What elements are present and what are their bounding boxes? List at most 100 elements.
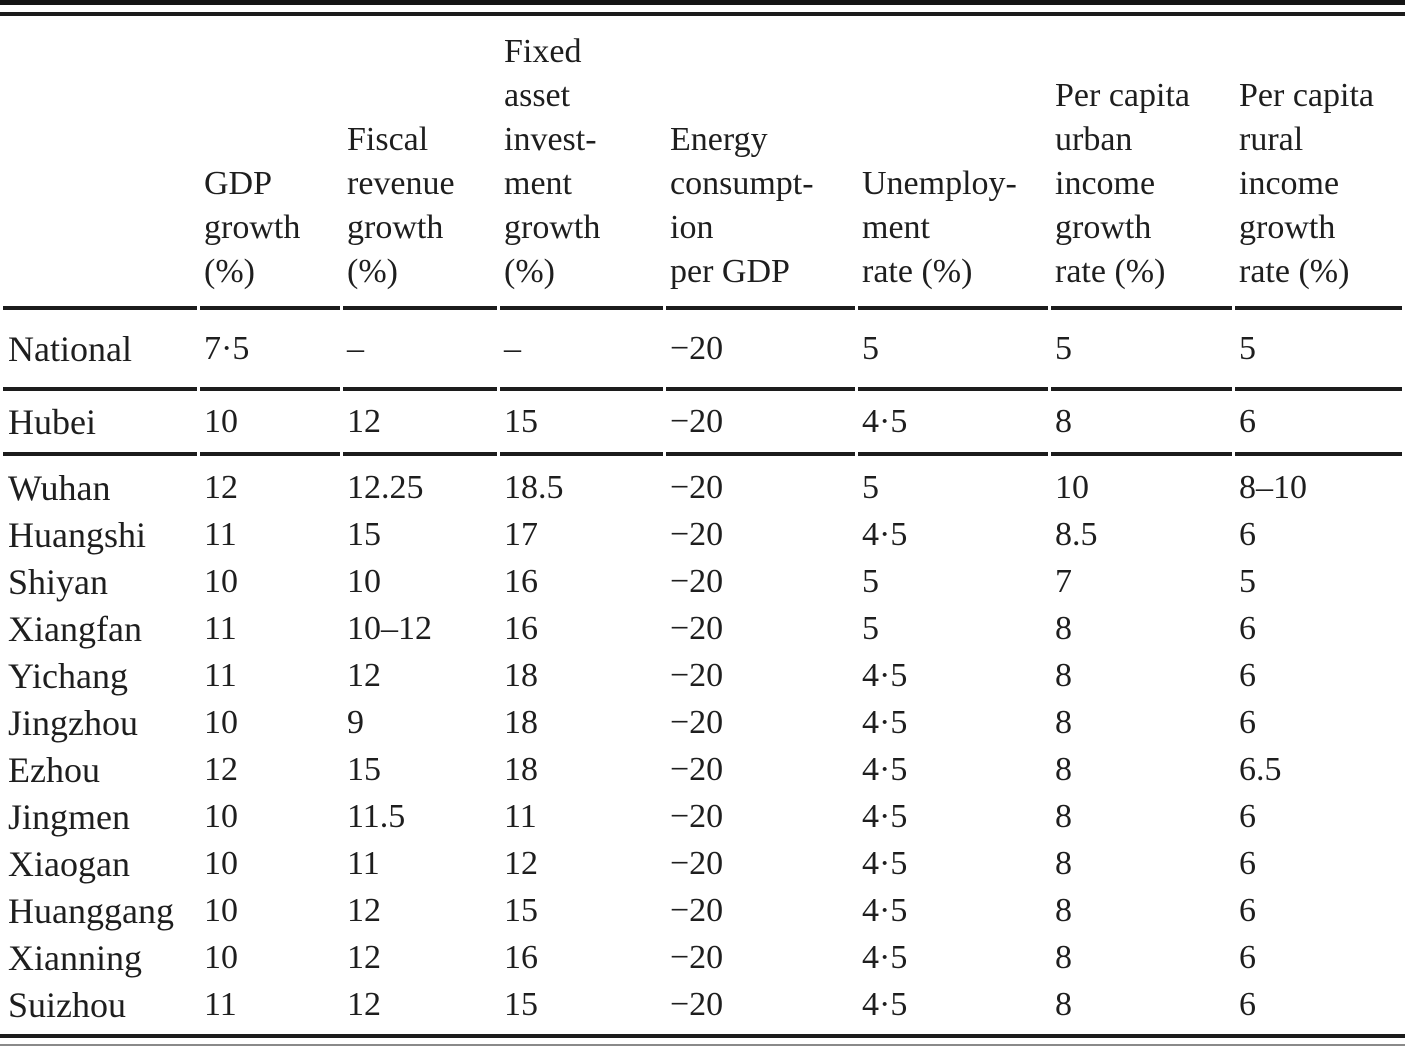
table-row: Hubei 10 12 15 −20 4·5 8 6 bbox=[3, 391, 1402, 456]
cell: −20 bbox=[670, 562, 724, 600]
row-label: Jingzhou bbox=[8, 702, 138, 743]
cell: 12 bbox=[204, 750, 238, 788]
cell: 11 bbox=[204, 515, 237, 553]
table-row: Yichang 11 12 18 −20 4·5 8 6 bbox=[3, 652, 1402, 699]
cell: 10 bbox=[200, 391, 340, 456]
column-header: Energy consumpt- ion per GDP bbox=[666, 16, 855, 310]
cell: 11 bbox=[204, 985, 237, 1023]
cell: 10 bbox=[204, 562, 238, 600]
cell: −20 bbox=[670, 985, 724, 1023]
row-label: Huanggang bbox=[8, 890, 174, 931]
cell: −20 bbox=[670, 703, 724, 741]
cell: 4·5 bbox=[862, 844, 908, 882]
cell: 4·5 bbox=[862, 750, 908, 788]
cell: 8 bbox=[1055, 797, 1072, 835]
header-row: GDP growth (%) Fiscal revenue growth (%) F… bbox=[3, 16, 1402, 310]
cell: −20 bbox=[670, 797, 724, 835]
cell: 10 bbox=[204, 844, 238, 882]
cell: −20 bbox=[670, 844, 724, 882]
cell: 5 bbox=[862, 562, 879, 600]
top-double-rule bbox=[0, 0, 1405, 16]
cell: 6.5 bbox=[1239, 750, 1282, 788]
cell: 5 bbox=[862, 609, 879, 647]
cell: 4·5 bbox=[862, 656, 908, 694]
cell: 6 bbox=[1239, 891, 1256, 929]
cell: 18 bbox=[504, 656, 538, 694]
cell: 10 bbox=[204, 797, 238, 835]
row-label: Yichang bbox=[8, 655, 128, 696]
cell: −20 bbox=[666, 391, 855, 456]
cell: 16 bbox=[504, 562, 538, 600]
cell: 9 bbox=[347, 703, 364, 741]
cell: 4·5 bbox=[862, 985, 908, 1023]
cell: 6 bbox=[1239, 797, 1256, 835]
cell: −20 bbox=[670, 656, 724, 694]
cell: −20 bbox=[670, 515, 724, 553]
table-row: Xiaogan 10 11 12 −20 4·5 8 6 bbox=[3, 840, 1402, 887]
cell: 8.5 bbox=[1055, 515, 1098, 553]
cell: 12 bbox=[343, 391, 497, 456]
row-label: National bbox=[3, 310, 197, 391]
cell: 7·5 bbox=[200, 310, 340, 391]
cell: 8 bbox=[1055, 844, 1072, 882]
cell: 17 bbox=[504, 515, 538, 553]
cell: −20 bbox=[670, 891, 724, 929]
cell: −20 bbox=[670, 938, 724, 976]
cell: −20 bbox=[670, 609, 724, 647]
bottom-double-rule bbox=[0, 1034, 1405, 1046]
table-row: Huangshi 11 15 17 −20 4·5 8.5 6 bbox=[3, 511, 1402, 558]
cell: 4·5 bbox=[862, 703, 908, 741]
cell: 16 bbox=[504, 938, 538, 976]
row-label: Xiaogan bbox=[8, 843, 130, 884]
row-label: Shiyan bbox=[8, 561, 109, 602]
column-header: Fixed asset invest- ment growth (%) bbox=[500, 16, 663, 310]
cell: 15 bbox=[504, 985, 538, 1023]
row-label: Hubei bbox=[3, 391, 197, 456]
cell: 6 bbox=[1239, 844, 1256, 882]
table-row: National 7·5– – −20 5 5 5 bbox=[3, 310, 1402, 391]
table-row: Jingmen 10 11.5 11 −20 4·5 8 6 bbox=[3, 793, 1402, 840]
cell: −20 bbox=[666, 310, 855, 391]
cell: 12 bbox=[347, 938, 381, 976]
cell: 6 bbox=[1239, 609, 1256, 647]
cell: 11 bbox=[347, 844, 380, 882]
cell: 4·5 bbox=[858, 391, 1048, 456]
cell: 11 bbox=[204, 656, 237, 694]
cell: 12 bbox=[504, 844, 538, 882]
cell: 15 bbox=[347, 515, 381, 553]
cell: 8 bbox=[1055, 938, 1072, 976]
table-row: Ezhou 12 15 18 −20 4·5 8 6.5 bbox=[3, 746, 1402, 793]
cell: 16 bbox=[504, 609, 538, 647]
cell: 10–12 bbox=[347, 609, 432, 647]
table-row: Jingzhou 10 9 18 −20 4·5 8 6 bbox=[3, 699, 1402, 746]
cell: 8 bbox=[1055, 985, 1072, 1023]
cell: 6 bbox=[1239, 703, 1256, 741]
row-label: Huangshi bbox=[8, 514, 146, 555]
row-label: Jingmen bbox=[8, 796, 130, 837]
cell: 11 bbox=[504, 797, 537, 835]
cell: 15 bbox=[347, 750, 381, 788]
cell: 8 bbox=[1055, 656, 1072, 694]
cell: 6 bbox=[1239, 515, 1256, 553]
column-header: Unemploy- ment rate (%) bbox=[858, 16, 1048, 310]
cell: 12 bbox=[347, 985, 381, 1023]
table-row: Shiyan 10 10 16 −20 5 7 5 bbox=[3, 558, 1402, 605]
cell: 15 bbox=[500, 391, 663, 456]
table-row: Wuhan 12 12.25 18.5 −20 5 10 8–10 bbox=[3, 456, 1402, 511]
table-row: Xiangfan 11 10–12 16 −20 5 8 6 bbox=[3, 605, 1402, 652]
table-row: Huanggang 10 12 15 −20 4·5 8 6 bbox=[3, 887, 1402, 934]
cell: 12 bbox=[204, 468, 238, 506]
cell: 5 bbox=[858, 310, 1048, 391]
column-header: Per capita rural income growth rate (%) bbox=[1235, 16, 1402, 310]
table-row: Xianning 10 12 16 −20 4·5 8 6 bbox=[3, 934, 1402, 981]
cell: – bbox=[500, 310, 663, 391]
cell: 7 bbox=[1055, 562, 1072, 600]
cell: 8–10 bbox=[1239, 468, 1307, 506]
table-row: Suizhou 11 12 15 −20 4·5 8 6 bbox=[3, 981, 1402, 1028]
cell: 8 bbox=[1051, 391, 1232, 456]
cell: 4·5 bbox=[862, 797, 908, 835]
row-label: Ezhou bbox=[8, 749, 100, 790]
cell: 6 bbox=[1239, 656, 1256, 694]
economic-targets-table: GDP growth (%) Fiscal revenue growth (%) F… bbox=[0, 16, 1405, 1028]
cell: 10 bbox=[347, 562, 381, 600]
